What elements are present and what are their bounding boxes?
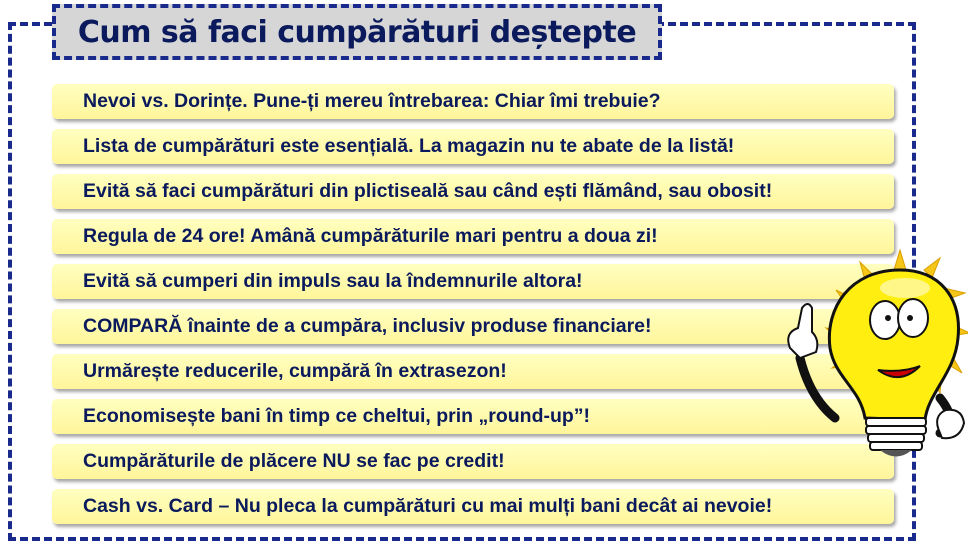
list-item: Regula de 24 ore! Amână cumpărăturile ma… (52, 219, 894, 254)
list-item: Lista de cumpărături este esențială. La … (52, 129, 894, 164)
list-item-text: Urmărește reducerile, cumpără în extrase… (83, 360, 507, 382)
list-item-text: Economisește bani în timp ce cheltui, pr… (83, 405, 591, 427)
list-item: COMPARĂ înainte de a cumpăra, inclusiv p… (52, 309, 894, 344)
list-item: Economisește bani în timp ce cheltui, pr… (52, 399, 894, 434)
lightbulb-character-icon (787, 248, 968, 457)
list-item-text: Evită să cumperi din impuls sau la îndem… (83, 270, 583, 292)
list-item-text: Lista de cumpărături este esențială. La … (83, 135, 735, 157)
list-item: Evită să cumperi din impuls sau la îndem… (52, 264, 894, 299)
list-item-text: COMPARĂ înainte de a cumpăra, inclusiv p… (83, 315, 652, 337)
page-title: Cum să faci cumpărături deștepte (77, 14, 637, 50)
list-item-text: Regula de 24 ore! Amână cumpărăturile ma… (83, 225, 658, 247)
list-item-text: Cash vs. Card – Nu pleca la cumpărături … (83, 495, 773, 517)
list-item-text: Cumpărăturile de plăcere NU se fac pe cr… (83, 450, 505, 472)
list-item: Urmărește reducerile, cumpără în extrase… (52, 354, 894, 389)
list-item-text: Evită să faci cumpărături din plictiseal… (83, 180, 773, 202)
title-box: Cum să faci cumpărături deștepte (52, 4, 662, 60)
list-item: Cash vs. Card – Nu pleca la cumpărături … (52, 489, 894, 524)
list-item: Cumpărăturile de plăcere NU se fac pe cr… (52, 444, 894, 479)
list-item-text: Nevoi vs. Dorințe. Pune-ți mereu întreba… (83, 90, 661, 112)
list-item: Evită să faci cumpărături din plictiseal… (52, 174, 894, 209)
list-item: Nevoi vs. Dorințe. Pune-ți mereu întreba… (52, 84, 894, 119)
